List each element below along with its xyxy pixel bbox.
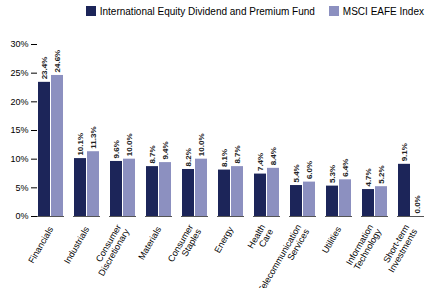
- svg-text:8.7%: 8.7%: [148, 145, 157, 163]
- svg-text:10%: 10%: [10, 154, 28, 164]
- svg-text:ConsumerDiscretionary: ConsumerDiscretionary: [88, 222, 131, 277]
- svg-text:9.4%: 9.4%: [161, 141, 170, 159]
- svg-text:10.1%: 10.1%: [76, 133, 85, 156]
- html-text:MSCI EAFE Index: MSCI EAFE Index: [342, 5, 424, 17]
- svg-text:9.6%: 9.6%: [112, 140, 121, 158]
- svg-text:Industrials: Industrials: [62, 225, 91, 266]
- svg-text:8.2%: 8.2%: [184, 148, 193, 166]
- svg-text:23.4%: 23.4%: [40, 57, 49, 80]
- svg-text:25%: 25%: [10, 68, 28, 78]
- svg-text:11.3%: 11.3%: [89, 126, 98, 148]
- svg-text:4.7%: 4.7%: [364, 168, 373, 186]
- svg-text:InformationTechnology: InformationTechnology: [344, 222, 383, 271]
- svg-text:8.1%: 8.1%: [220, 149, 229, 167]
- svg-text:7.4%: 7.4%: [256, 153, 265, 171]
- svg-text:20%: 20%: [10, 97, 28, 107]
- svg-text:8.4%: 8.4%: [269, 147, 278, 165]
- svg-text:9.1%: 9.1%: [400, 143, 409, 161]
- svg-text:Energy: Energy: [212, 225, 235, 255]
- html-text:International Equity Dividend: International Equity Dividend and Premiu…: [99, 5, 315, 17]
- svg-text:Utilities: Utilities: [320, 225, 343, 256]
- svg-text:Short-termInvestments: Short-termInvestments: [378, 222, 419, 274]
- svg-text:5%: 5%: [15, 183, 28, 193]
- svg-text:Financials: Financials: [26, 225, 55, 266]
- svg-text:5.2%: 5.2%: [377, 165, 386, 183]
- svg-text:0%: 0%: [15, 211, 28, 221]
- svg-text:TelecommunicationServices: TelecommunicationServices: [256, 222, 311, 288]
- svg-text:24.6%: 24.6%: [53, 50, 62, 73]
- svg-text:ConsumerStaples: ConsumerStaples: [166, 222, 203, 268]
- svg-text:30%: 30%: [10, 39, 28, 49]
- svg-text:15%: 15%: [10, 125, 28, 135]
- svg-text:Materials: Materials: [136, 225, 163, 262]
- svg-text:5.3%: 5.3%: [328, 165, 337, 183]
- svg-text:10.0%: 10.0%: [197, 133, 206, 156]
- svg-text:10.0%: 10.0%: [125, 133, 134, 156]
- svg-text:6.0%: 6.0%: [305, 161, 314, 179]
- svg-text:0.0%: 0.0%: [413, 195, 422, 213]
- svg-text:HealthCare: HealthCare: [246, 223, 275, 255]
- svg-text:8.7%: 8.7%: [233, 145, 242, 163]
- svg-text:5.4%: 5.4%: [292, 164, 301, 182]
- svg-text:6.4%: 6.4%: [341, 159, 350, 177]
